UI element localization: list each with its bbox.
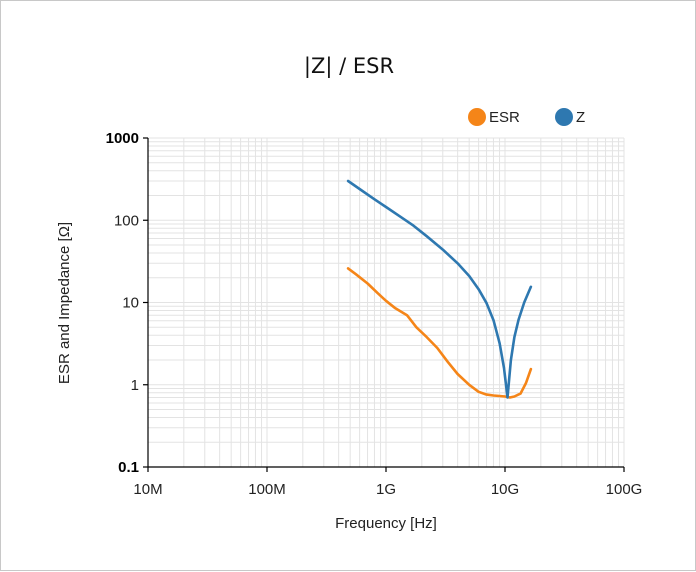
legend-swatch-esr: [468, 108, 486, 126]
legend-label-esr: ESR: [489, 109, 520, 126]
x-tick-label: 100G: [606, 481, 643, 498]
series-line-esr: [346, 267, 533, 399]
legend: ESR Z: [468, 108, 585, 126]
series-line-z: [346, 179, 533, 399]
x-tick-label: 10G: [491, 481, 519, 498]
y-tick-label: 1: [131, 377, 139, 394]
x-tick-label: 100M: [248, 481, 286, 498]
legend-swatch-z: [555, 108, 573, 126]
x-tick-label: 1G: [376, 481, 396, 498]
y-tick-label: 100: [114, 212, 139, 229]
chart-title: |Z| / ESR: [304, 54, 394, 79]
x-axis-title: Frequency [Hz]: [335, 515, 437, 532]
grid: [147, 137, 625, 468]
legend-label-z: Z: [576, 109, 585, 126]
x-tick-label: 10M: [133, 481, 162, 498]
y-tick-label: 10: [122, 295, 139, 312]
y-axis-title: ESR and Impedance [Ω]: [56, 222, 73, 384]
axes: 10M 100M 1G 10G 100G 0.1 1 10 100 1000: [106, 130, 643, 498]
plot-area: [346, 179, 533, 399]
y-tick-label: 1000: [106, 130, 139, 147]
y-tick-label: 0.1: [118, 459, 139, 476]
